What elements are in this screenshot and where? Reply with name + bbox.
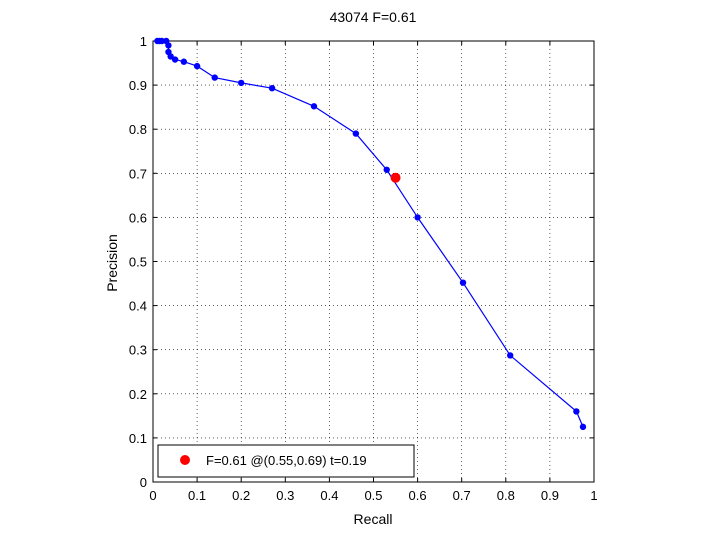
- series-point: [579, 423, 587, 431]
- highlight-layer: [390, 172, 401, 183]
- series-point: [268, 84, 276, 92]
- series-point: [310, 103, 318, 110]
- series-layer: [154, 37, 587, 431]
- x-tick-label: 0.2: [232, 488, 250, 503]
- x-tick-label: 0.1: [188, 488, 206, 503]
- x-tick-label: 0.5: [364, 488, 382, 503]
- y-tick-label: 0.5: [129, 255, 147, 270]
- x-tick-label: 0.4: [320, 488, 338, 503]
- legend: F=0.61 @(0.55,0.69) t=0.19: [157, 444, 415, 478]
- series-point: [352, 130, 360, 137]
- x-tick-label: 0: [149, 488, 156, 503]
- x-tick-label: 0.3: [276, 488, 294, 503]
- series-point: [158, 37, 166, 45]
- y-axis-label: Precision: [104, 234, 120, 292]
- legend-label: F=0.61 @(0.55,0.69) t=0.19: [206, 453, 367, 468]
- y-tick-label: 0.1: [129, 431, 147, 446]
- y-tick-label: 0.8: [129, 122, 147, 137]
- chart-title: 43074 F=0.61: [330, 9, 417, 25]
- series-point: [383, 166, 390, 173]
- x-axis-label: Recall: [354, 511, 393, 527]
- y-tick-label: 0.4: [129, 299, 147, 314]
- y-tick-label: 0.7: [129, 166, 147, 181]
- y-tick-label: 0.9: [129, 78, 147, 93]
- series-point: [507, 352, 514, 359]
- y-tick-label: 0: [140, 475, 147, 490]
- series-point: [573, 408, 580, 415]
- x-tick-label: 1: [590, 488, 597, 503]
- series-point: [165, 42, 172, 49]
- y-tick-label: 0.3: [129, 343, 147, 358]
- series-point: [171, 56, 179, 63]
- legend-box: [157, 444, 415, 478]
- x-tick-label: 0.8: [497, 488, 515, 503]
- y-tick-label: 1: [140, 34, 147, 49]
- legend-marker: [180, 455, 190, 465]
- y-tick-label: 0.2: [129, 387, 147, 402]
- x-tick-label: 0.6: [409, 488, 427, 503]
- series-point: [193, 62, 201, 70]
- series-point: [414, 214, 421, 221]
- axis-ticks: 0 0.1 0.2 0.3 0.4 0.5 0.6 0.7 0.8 0.9 1 0 0.1 0.2 0.3 0…: [129, 34, 598, 503]
- x-tick-label: 0.7: [453, 488, 471, 503]
- series-point: [211, 74, 218, 81]
- x-tick-label: 0.9: [541, 488, 559, 503]
- grid-lines: [153, 41, 594, 482]
- series-point: [238, 79, 245, 87]
- y-tick-label: 0.6: [129, 210, 147, 225]
- series-point: [459, 279, 467, 286]
- best-f-point: [390, 172, 401, 183]
- series-point: [180, 58, 188, 65]
